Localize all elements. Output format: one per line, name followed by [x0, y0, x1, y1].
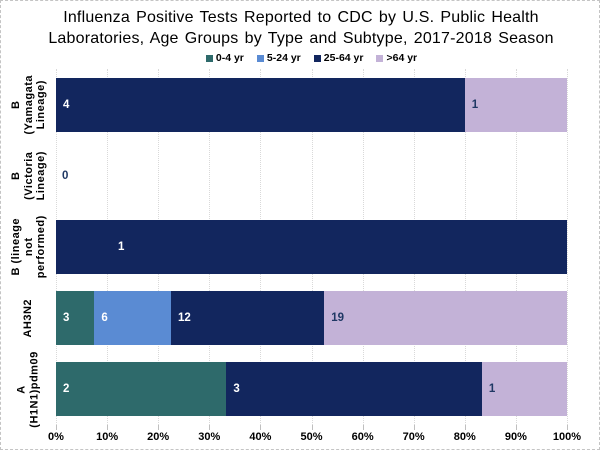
x-axis-tick [158, 425, 160, 430]
bar-segment-label: 1 [471, 98, 479, 111]
x-axis-ticks [56, 425, 568, 430]
legend-item: 0-4 yr [205, 52, 244, 64]
legend-item: >64 yr [376, 52, 417, 64]
x-axis-tick-label: 60% [351, 431, 374, 443]
x-axis-tick-label: 100% [552, 431, 582, 443]
chart-title-line2: Laboratories, Age Groups by Type and Sub… [48, 30, 554, 47]
legend-swatch-icon [313, 54, 321, 62]
x-axis-tick-label: 90% [504, 431, 527, 443]
legend-swatch-icon [205, 54, 213, 62]
bar-segment-label: 4 [63, 98, 70, 111]
x-axis-tick [56, 425, 57, 430]
bar-segment-label: 3 [63, 312, 70, 325]
x-axis-labels: 0% 10% 20% 30% 40% 50% 60% 70% 80% 90% 100% [48, 431, 581, 445]
category-label: AH3N2 [1, 283, 56, 354]
legend-swatch-icon [376, 54, 384, 62]
bar-row: 2 3 1 [56, 362, 567, 417]
category-label-text: B (Victoria Lineage) [9, 151, 47, 201]
category-label: A (H1N1)pdm09 [1, 351, 56, 428]
x-axis-tick-label: 70% [402, 431, 425, 443]
x-axis-tick-label: 40% [249, 431, 272, 443]
bar-segment-label: 6 [101, 312, 108, 325]
gridline [567, 69, 568, 425]
x-axis-tick [209, 425, 211, 430]
category-label-text: B (lineage not performed) [9, 215, 47, 279]
legend-label: 5-24 yr [266, 52, 301, 64]
bar-row: 0 [56, 149, 567, 203]
bar-segment: 2 [56, 362, 227, 417]
x-axis-tick [362, 425, 364, 430]
bar-segment: 3 [226, 362, 482, 417]
legend-item: 5-24 yr [256, 52, 301, 64]
x-axis-tick [311, 425, 313, 430]
x-axis-tick-label: 30% [198, 431, 221, 443]
zero-value-label: 0 [62, 169, 69, 182]
x-axis-tick [107, 425, 109, 430]
bar-segment: 1 [56, 220, 567, 274]
x-axis-tick-label: 80% [453, 431, 476, 443]
legend-item: 25-64 yr [313, 52, 364, 64]
x-axis-tick [260, 425, 262, 430]
y-axis-labels: B (Yamagata Lineage) B (Victoria Lineage)… [1, 69, 56, 428]
bar-segment: 1 [481, 362, 567, 417]
bar-segment-label: 1 [488, 383, 496, 396]
x-axis-tick [413, 425, 415, 430]
bar-segment-label: 3 [233, 383, 240, 396]
legend-swatch-icon [256, 54, 264, 62]
legend-label: >64 yr [386, 52, 418, 64]
legend-label: 0-4 yr [215, 52, 244, 64]
bar-row: 1 [56, 220, 567, 274]
category-label-text: AH3N2 [22, 298, 35, 338]
bar-segment-label: 19 [331, 312, 345, 325]
chart-title: Influenza Positive Tests Reported to CDC… [1, 7, 599, 49]
bar-segment: 4 [56, 77, 465, 132]
x-axis-tick-label: 10% [96, 431, 119, 443]
x-axis-tick-label: 50% [300, 431, 323, 443]
bar-segment-label: 1 [118, 241, 125, 253]
x-axis-tick-label: 20% [147, 431, 170, 443]
chart-title-line1: Influenza Positive Tests Reported to CDC… [63, 9, 539, 26]
x-axis-tick [567, 425, 568, 430]
bar-segment: 12 [170, 291, 325, 346]
x-axis-tick-label: 0% [48, 431, 64, 443]
plot-area: 4 1 0 1 3 6 12 19 2 3 1 [56, 69, 568, 425]
bar-segment: 6 [94, 291, 171, 346]
bar-segment-label: 12 [177, 312, 191, 325]
bar-row: 3 6 12 19 [56, 291, 567, 346]
legend-label: 25-64 yr [323, 52, 364, 64]
category-label-text: B (Yamagata Lineage) [9, 74, 47, 135]
x-axis-tick [464, 425, 466, 430]
bar-segment: 1 [464, 77, 567, 132]
category-label-text: A (H1N1)pdm09 [16, 351, 41, 428]
x-axis-tick [515, 425, 517, 430]
category-label: B (Yamagata Lineage) [1, 69, 56, 140]
category-label: B (Victoria Lineage) [1, 140, 56, 211]
legend: 0-4 yr 5-24 yr 25-64 yr >64 yr [56, 51, 567, 65]
bar-segment: 3 [56, 291, 95, 346]
category-label: B (lineage not performed) [1, 211, 56, 282]
bar-segment: 19 [324, 291, 567, 346]
bar-segment-label: 2 [63, 383, 70, 396]
